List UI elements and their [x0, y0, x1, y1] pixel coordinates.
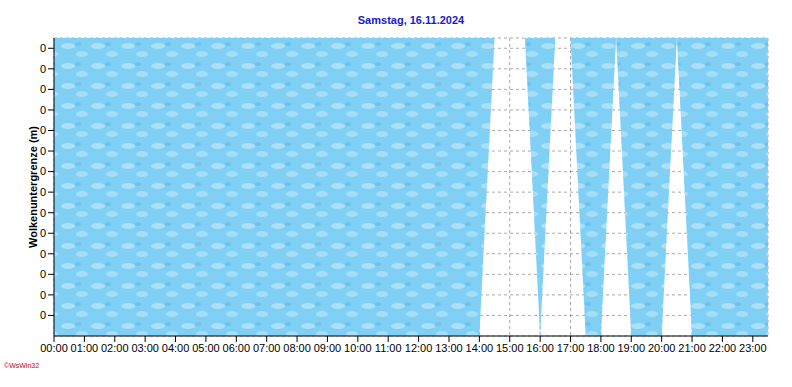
svg-text:18:00: 18:00 — [587, 342, 615, 354]
svg-text:22:00: 22:00 — [709, 342, 737, 354]
html-text:Samstag, 16.11.2024: Samstag, 16.11.2024 — [357, 14, 465, 26]
svg-text:0: 0 — [40, 63, 46, 75]
svg-text:17:00: 17:00 — [557, 342, 585, 354]
html-text:Wolkenuntergrenze (m): Wolkenuntergrenze (m) — [27, 126, 39, 248]
svg-text:21:00: 21:00 — [678, 342, 706, 354]
svg-text:12:00: 12:00 — [405, 342, 433, 354]
svg-text:08:00: 08:00 — [283, 342, 311, 354]
svg-text:0: 0 — [40, 207, 46, 219]
svg-text:0: 0 — [40, 165, 46, 177]
svg-text:0: 0 — [40, 309, 46, 321]
svg-text:13:00: 13:00 — [435, 342, 463, 354]
svg-text:0: 0 — [40, 145, 46, 157]
svg-text:04:00: 04:00 — [162, 342, 190, 354]
html-text:©WsWin32: ©WsWin32 — [4, 362, 40, 369]
svg-text:05:00: 05:00 — [192, 342, 220, 354]
svg-text:03:00: 03:00 — [131, 342, 159, 354]
svg-text:10:00: 10:00 — [344, 342, 372, 354]
svg-text:14:00: 14:00 — [466, 342, 494, 354]
svg-text:0: 0 — [40, 83, 46, 95]
svg-text:11:00: 11:00 — [375, 342, 402, 354]
svg-text:0: 0 — [40, 124, 46, 136]
svg-text:0: 0 — [40, 104, 46, 116]
svg-text:15:00: 15:00 — [496, 342, 524, 354]
svg-text:19:00: 19:00 — [618, 342, 646, 354]
svg-text:0: 0 — [40, 42, 46, 54]
svg-text:16:00: 16:00 — [526, 342, 554, 354]
svg-text:01:00: 01:00 — [71, 342, 99, 354]
svg-text:0: 0 — [40, 289, 46, 301]
svg-text:06:00: 06:00 — [223, 342, 251, 354]
svg-text:0: 0 — [40, 227, 46, 239]
svg-text:07:00: 07:00 — [253, 342, 281, 354]
svg-text:0: 0 — [40, 248, 46, 260]
svg-text:09:00: 09:00 — [314, 342, 342, 354]
svg-text:23:00: 23:00 — [739, 342, 767, 354]
svg-text:20:00: 20:00 — [648, 342, 676, 354]
svg-text:02:00: 02:00 — [101, 342, 129, 354]
svg-text:0: 0 — [40, 268, 46, 280]
svg-text:0: 0 — [40, 186, 46, 198]
svg-text:00:00: 00:00 — [40, 342, 68, 354]
